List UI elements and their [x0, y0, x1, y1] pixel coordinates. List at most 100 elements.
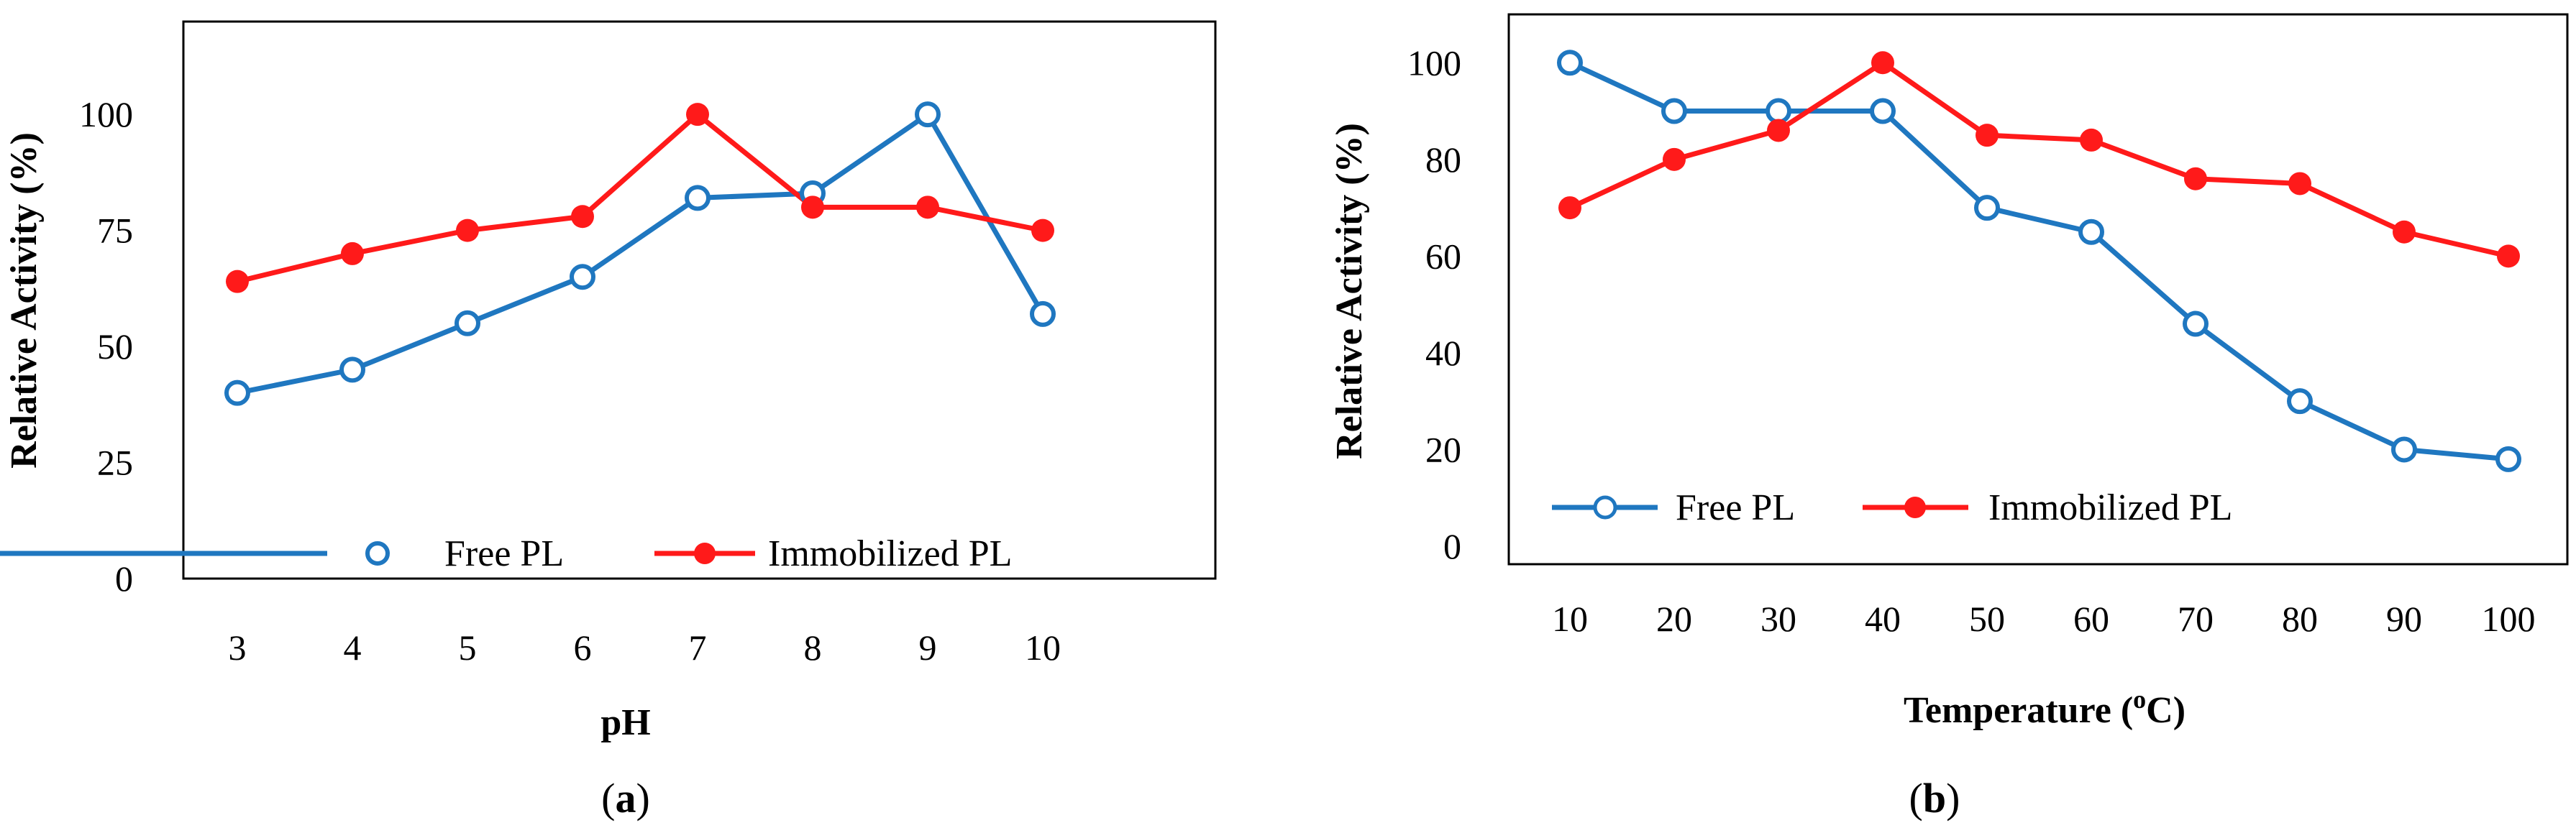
chart-b-point-immobilized-pl: [1767, 119, 1790, 142]
chart-a-y-tick-label: 75: [97, 211, 133, 251]
chart-a-plot-area: [182, 20, 1217, 580]
chart-b-point-free-pl: [2183, 310, 2209, 337]
chart-a-point-free-pl: [339, 356, 365, 383]
chart-b-series-line-free-pl: [1568, 60, 2509, 462]
chart-b-legend-free-marker: [1593, 495, 1617, 520]
chart-b-x-tick-label: 90: [2386, 599, 2422, 639]
chart-a-y-tick-label: 100: [79, 94, 133, 134]
chart-b-point-immobilized-pl: [2080, 128, 2103, 152]
chart-b-point-free-pl: [1870, 98, 1896, 124]
chart-a-x-tick-label: 5: [459, 627, 477, 668]
chart-b-x-tick-label: 20: [1656, 599, 1692, 639]
chart-a-panel-label: (a): [601, 775, 650, 822]
chart-b-series: [1557, 50, 2521, 472]
chart-b-x-axis-title-main: Temperature (: [1904, 690, 2133, 731]
chart-b-y-tick-label: 0: [1443, 526, 1461, 566]
chart-b-series-line-immobilized-pl: [1568, 60, 2509, 259]
chart-a-point-immobilized-pl: [341, 241, 364, 265]
chart-b-x-axis-title: Temperature (oC): [1904, 685, 2186, 731]
chart-b-caption-letter: b: [1923, 775, 1946, 822]
chart-b-y-axis-title: Relative Activity (%): [1329, 123, 1370, 459]
chart-b-x-axis-title-end: C): [2146, 690, 2186, 731]
chart-a-caption-letter: a: [616, 775, 636, 822]
chart-a-legend-free-marker: [365, 541, 390, 566]
chart-a-x-tick-label: 8: [804, 627, 822, 668]
chart-b-caption-open: (: [1909, 775, 1923, 822]
chart-a-x-tick-label: 7: [689, 627, 707, 668]
chart-a: Relative Activity (%) pH 0 25 50 75 100 3 4 5 6…: [0, 20, 1217, 822]
chart-b-legend-immobilized-marker: [1904, 497, 1926, 518]
chart-b-x-axis-title-sup: o: [2133, 685, 2146, 714]
chart-b-x-tick-label: 10: [1552, 599, 1588, 639]
chart-b-panel-label: (b): [1909, 775, 1960, 822]
chart-b-point-free-pl: [1557, 50, 1583, 76]
chart-a-point-immobilized-pl: [456, 218, 479, 242]
chart-b-point-immobilized-pl: [2184, 167, 2207, 190]
chart-b-x-tick-label: 70: [2178, 599, 2214, 639]
chart-a-point-immobilized-pl: [1031, 218, 1054, 242]
chart-b-plot-area: [1507, 13, 2569, 566]
chart-a-series-line-free-pl: [237, 111, 1046, 396]
chart-a-y-axis-title: Relative Activity (%): [4, 132, 45, 469]
chart-b-point-immobilized-pl: [2393, 220, 2416, 244]
chart-b-x-tick-label: 60: [2073, 599, 2109, 639]
chart-a-y-tick-label: 25: [97, 443, 133, 483]
chart-b-x-tick-label: 100: [2482, 599, 2536, 639]
chart-b-point-free-pl: [2391, 436, 2417, 463]
chart-b-x-tick-label: 50: [1969, 599, 2005, 639]
chart-a-point-free-pl: [1030, 300, 1056, 327]
chart-b-x-ticks: 10 20 30 40 50 60 70 80 90 100: [1552, 599, 2536, 639]
chart-b-y-tick-label: 100: [1407, 42, 1461, 83]
chart-a-point-immobilized-pl: [686, 103, 709, 126]
chart-b-point-immobilized-pl: [2497, 244, 2520, 268]
chart-a-x-tick-label: 6: [574, 627, 592, 668]
chart-a-x-tick-label: 4: [344, 627, 362, 668]
chart-a-x-ticks: 3 4 5 6 7 8 9 10: [229, 627, 1061, 668]
chart-a-legend-immobilized-label: Immobilized PL: [768, 533, 1012, 574]
chart-b-point-immobilized-pl: [1663, 147, 1686, 171]
chart-a-series-line-immobilized-pl: [237, 111, 1043, 285]
chart-a-point-free-pl: [455, 310, 480, 336]
chart-b-legend: Free PL Immobilized PL: [1552, 487, 2232, 528]
chart-b: Relative Activity (%) Temperature (oC) 0…: [1329, 13, 2569, 822]
chart-b-point-immobilized-pl: [2288, 172, 2311, 195]
chart-b-point-free-pl: [1661, 98, 1687, 124]
chart-b-y-tick-label: 40: [1425, 333, 1461, 373]
chart-b-point-free-pl: [2287, 388, 2313, 415]
chart-a-point-immobilized-pl: [801, 195, 824, 219]
chart-b-point-free-pl: [2495, 446, 2521, 472]
chart-b-y-tick-label: 20: [1425, 429, 1461, 469]
chart-b-x-tick-label: 80: [2282, 599, 2318, 639]
chart-a-x-tick-label: 3: [229, 627, 247, 668]
chart-a-y-ticks: 0 25 50 75 100: [79, 94, 133, 599]
chart-a-y-tick-label: 0: [115, 558, 133, 599]
chart-a-point-free-pl: [915, 101, 941, 128]
chart-b-point-free-pl: [1974, 195, 2000, 221]
chart-b-y-ticks: 0 20 40 60 80 100: [1407, 42, 1461, 566]
chart-b-point-free-pl: [2078, 218, 2104, 245]
chart-a-legend: Free PL Immobilized PL: [0, 533, 1012, 574]
chart-a-point-immobilized-pl: [571, 205, 594, 229]
chart-a-x-tick-label: 10: [1025, 627, 1061, 668]
chart-a-point-immobilized-pl: [226, 270, 249, 293]
chart-a-caption-close: ): [636, 775, 650, 822]
chart-b-x-tick-label: 40: [1865, 599, 1901, 639]
chart-b-point-free-pl: [1766, 98, 1791, 124]
chart-a-series: [224, 101, 1056, 406]
chart-b-caption-close: ): [1946, 775, 1960, 822]
chart-b-point-immobilized-pl: [1871, 51, 1894, 75]
chart-a-caption-open: (: [601, 775, 615, 822]
chart-b-y-tick-label: 60: [1425, 236, 1461, 276]
chart-b-legend-free-label: Free PL: [1676, 487, 1795, 528]
chart-b-legend-immobilized-label: Immobilized PL: [1988, 487, 2232, 528]
chart-a-legend-free-label: Free PL: [444, 533, 564, 574]
chart-a-legend-immobilized-marker: [694, 543, 716, 564]
chart-b-x-tick-label: 30: [1760, 599, 1796, 639]
chart-b-y-tick-label: 80: [1425, 139, 1461, 180]
chart-a-y-tick-label: 50: [97, 326, 133, 367]
chart-b-point-immobilized-pl: [1976, 124, 1999, 147]
chart-a-point-immobilized-pl: [916, 195, 939, 219]
chart-a-point-free-pl: [224, 379, 250, 406]
chart-b-point-immobilized-pl: [1558, 196, 1581, 220]
